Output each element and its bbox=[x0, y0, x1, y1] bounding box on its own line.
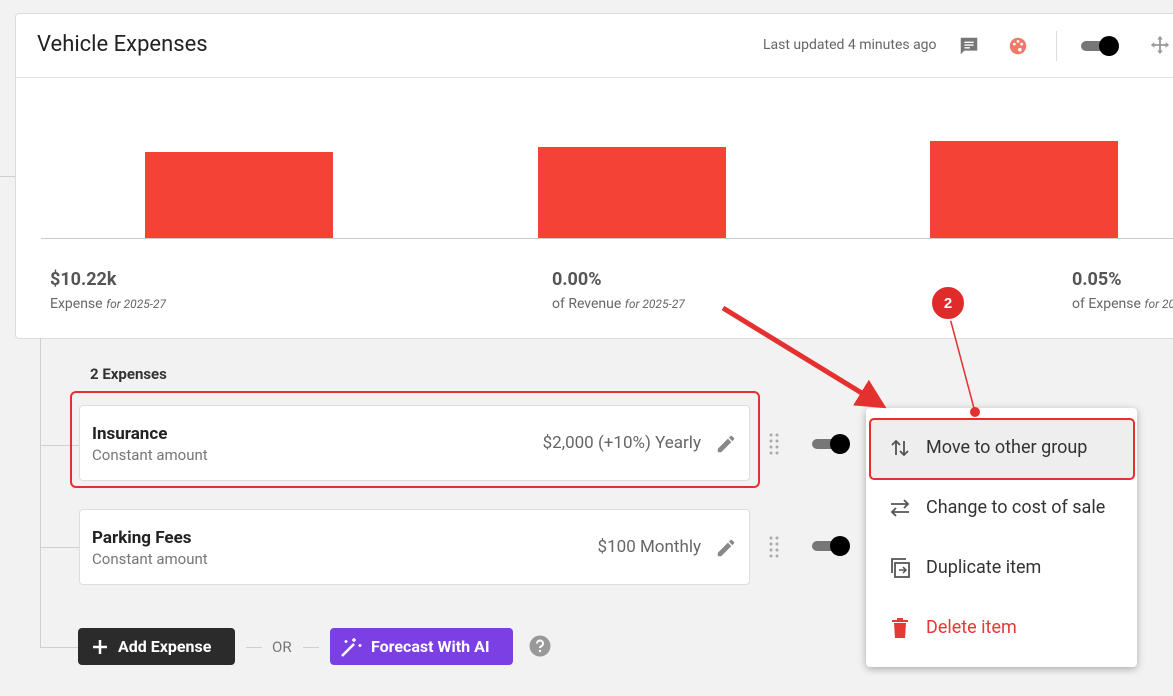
bar bbox=[145, 152, 333, 239]
drag-handle[interactable] bbox=[768, 535, 782, 561]
edit-icon[interactable] bbox=[715, 537, 737, 559]
connector bbox=[0, 176, 15, 177]
item-amount: $2,000 (+10%) Yearly bbox=[542, 433, 701, 453]
plus-icon bbox=[93, 639, 107, 654]
stat-value: 0.00% bbox=[552, 269, 602, 290]
bar bbox=[538, 147, 726, 239]
item-amount: $100 Monthly bbox=[597, 537, 701, 557]
stat-value: $10.22k bbox=[50, 269, 117, 290]
baseline bbox=[41, 238, 1173, 239]
tree-line bbox=[40, 647, 78, 648]
duplicate-icon bbox=[891, 558, 910, 578]
stat-period: for 2025-27 bbox=[106, 297, 167, 311]
stat-label-text: of Revenue bbox=[552, 296, 622, 312]
stat-label-text: of Expense bbox=[1072, 296, 1141, 312]
divider bbox=[1056, 31, 1057, 61]
toggle[interactable] bbox=[812, 536, 850, 556]
menu-item[interactable]: Change to cost of sale bbox=[926, 497, 1106, 518]
count-label: 2 Expenses bbox=[90, 365, 167, 383]
toggle[interactable] bbox=[812, 434, 850, 454]
item-type: Constant amount bbox=[92, 446, 208, 464]
highlight-box bbox=[70, 391, 760, 488]
item-type: Constant amount bbox=[92, 550, 208, 568]
separator bbox=[303, 647, 319, 648]
highlight-box bbox=[869, 418, 1135, 480]
toggle[interactable] bbox=[1081, 36, 1119, 56]
stat-period: for 2025-27 bbox=[1144, 297, 1173, 311]
add-label: Add Expense bbox=[118, 637, 212, 656]
last-updated: Last updated 4 minutes ago bbox=[763, 37, 937, 53]
stat-label: of Expense for 2025-27 bbox=[1072, 296, 1173, 312]
palette-icon[interactable] bbox=[1007, 35, 1029, 57]
summary-card: Vehicle Expenses Last updated 4 minutes … bbox=[15, 13, 1173, 339]
move-icon[interactable] bbox=[1149, 34, 1171, 56]
context-menu: Move to other group Change to cost of sa… bbox=[866, 408, 1137, 667]
tree-line bbox=[40, 338, 41, 648]
menu-item[interactable]: Delete item bbox=[926, 617, 1017, 638]
separator bbox=[246, 647, 262, 648]
expense-item[interactable]: Insurance Constant amount $2,000 (+10%) … bbox=[79, 405, 750, 481]
tree-line bbox=[40, 445, 79, 446]
card-header: Vehicle Expenses Last updated 4 minutes … bbox=[16, 14, 1173, 78]
forecast-label: Forecast With AI bbox=[371, 637, 490, 656]
item-name: Insurance bbox=[92, 424, 168, 444]
item-name: Parking Fees bbox=[92, 528, 192, 548]
add-button[interactable]: Add Expense bbox=[78, 628, 235, 665]
stat-label-text: Expense bbox=[50, 296, 103, 312]
expense-item[interactable]: Parking Fees Constant amount $100 Monthl… bbox=[79, 509, 750, 585]
help-icon[interactable] bbox=[529, 635, 551, 657]
tree-line bbox=[40, 547, 79, 548]
menu-hover bbox=[870, 419, 1134, 479]
stat-value: 0.05% bbox=[1072, 269, 1122, 290]
bar bbox=[930, 141, 1118, 239]
card-title: Vehicle Expenses bbox=[37, 32, 208, 57]
or-label: OR bbox=[272, 638, 292, 656]
stat-period: for 2025-27 bbox=[624, 297, 685, 311]
swap-icon bbox=[890, 499, 910, 517]
drag-handle[interactable] bbox=[768, 432, 782, 458]
stat-label: Expense for 2025-27 bbox=[50, 296, 166, 312]
stat-label: of Revenue for 2025-27 bbox=[552, 296, 685, 312]
edit-icon[interactable] bbox=[715, 433, 737, 455]
forecast-button[interactable]: Forecast With AI bbox=[330, 628, 513, 665]
comment-icon[interactable] bbox=[958, 35, 980, 57]
move-group-icon bbox=[891, 439, 909, 457]
menu-item[interactable]: Duplicate item bbox=[926, 557, 1042, 578]
delete-icon bbox=[892, 618, 908, 638]
menu-item[interactable]: Move to other group bbox=[926, 437, 1088, 458]
wand-icon bbox=[341, 637, 362, 657]
